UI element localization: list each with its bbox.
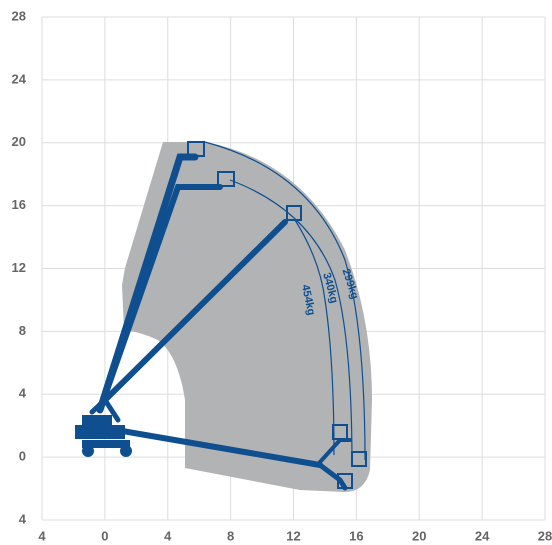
arc-454 [294, 219, 335, 456]
x-tick-label: 24 [475, 528, 490, 543]
x-tick-label: 20 [412, 528, 426, 543]
vehicle [75, 415, 132, 457]
arc-299 [204, 141, 366, 461]
x-tick-label: 0 [101, 528, 108, 543]
y-tick-label: 4 [19, 511, 27, 526]
boom [89, 153, 352, 491]
y-tick-label: 28 [12, 8, 26, 23]
x-tick-label: 8 [227, 528, 234, 543]
x-tick-label: 4 [164, 528, 172, 543]
y-tick-label: 4 [19, 386, 27, 401]
y-tick-label: 12 [12, 260, 26, 275]
range-diagram [75, 141, 372, 492]
x-tick-label: 16 [349, 528, 363, 543]
y-tick-label: 0 [19, 449, 26, 464]
baskets [187, 141, 367, 489]
y-tick-label: 16 [12, 197, 26, 212]
x-tick-label: 12 [286, 528, 300, 543]
x-tick-label: 28 [538, 528, 552, 543]
x-tick-label: 4 [38, 528, 46, 543]
arc-340 [229, 179, 353, 466]
y-tick-label: 24 [12, 71, 27, 86]
working-envelope [122, 142, 372, 492]
y-tick-label: 20 [12, 134, 26, 149]
y-tick-label: 8 [19, 323, 26, 338]
